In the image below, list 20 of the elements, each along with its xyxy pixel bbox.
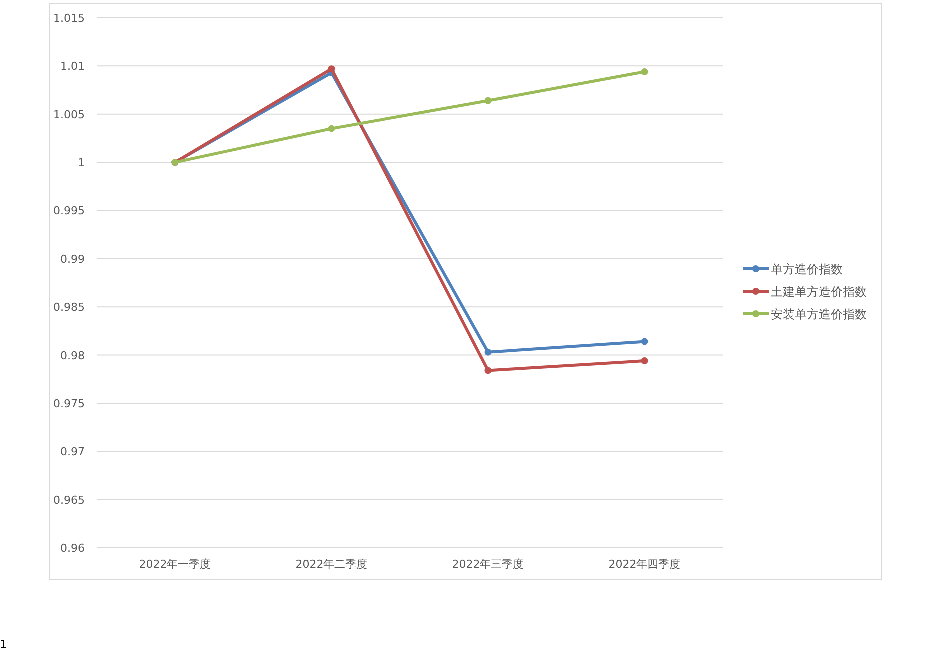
legend-label: 安装单方造价指数 [771, 308, 867, 322]
y-tick-label: 0.99 [60, 252, 85, 266]
x-tick-label: 2022年三季度 [452, 558, 524, 571]
x-tick-label: 2022年一季度 [139, 558, 212, 571]
y-tick-label: 1 [78, 156, 85, 170]
text: 1 [0, 638, 7, 651]
y-tick-label: 0.965 [54, 494, 85, 507]
y-tick-label: 0.995 [54, 204, 85, 218]
legend-label: 土建单方造价指数 [771, 285, 867, 299]
y-tick-label: 0.96 [60, 542, 85, 555]
y-tick-label: 1.015 [54, 12, 85, 25]
x-tick-label: 2022年二季度 [296, 558, 368, 571]
y-tick-label: 0.975 [54, 397, 85, 410]
y-tick-label: 0.98 [60, 349, 85, 362]
y-tick-label: 0.97 [60, 446, 85, 459]
y-tick-label: 1.005 [54, 108, 85, 122]
y-tick-label: 1.01 [60, 60, 85, 74]
x-tick-label: 2022年四季度 [608, 558, 681, 571]
legend-label: 单方造价指数 [771, 262, 843, 276]
y-tick-label: 0.985 [54, 301, 85, 314]
